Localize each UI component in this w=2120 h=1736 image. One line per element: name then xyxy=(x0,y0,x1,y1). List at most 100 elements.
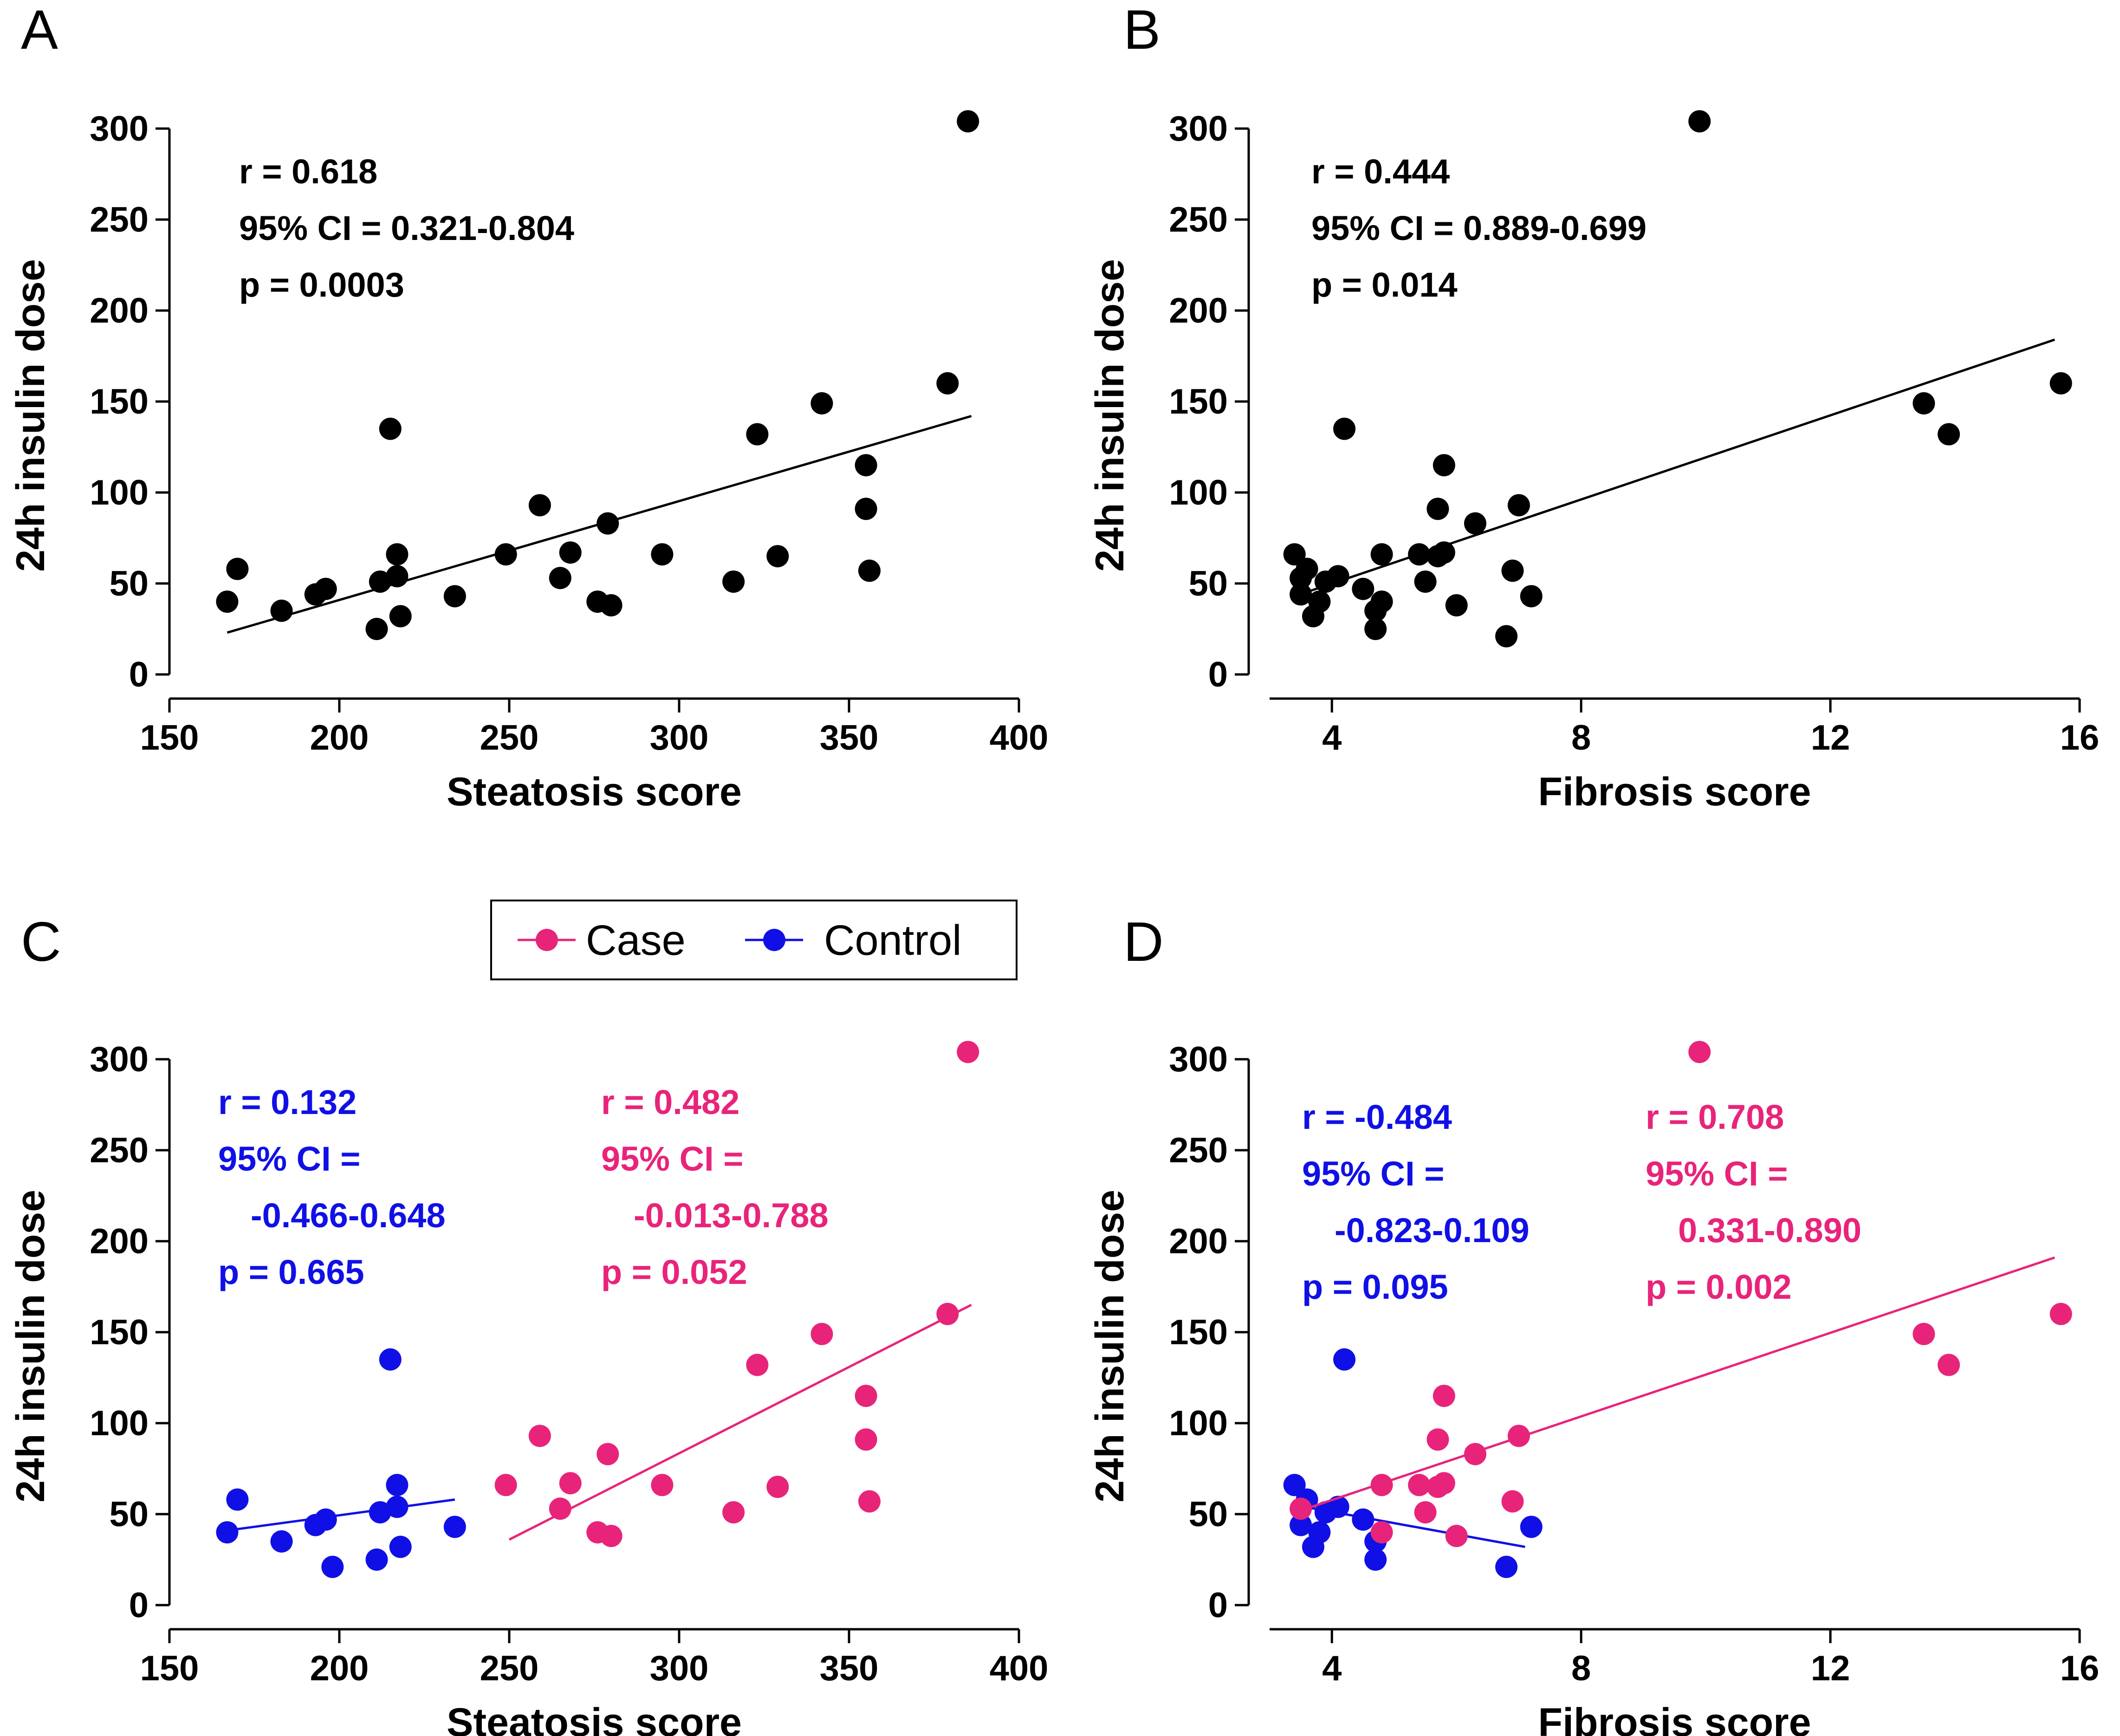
case-data-point xyxy=(1370,1521,1393,1544)
panel-letter-a: A xyxy=(21,0,58,61)
all-data-point xyxy=(766,545,789,568)
y-tick-label: 50 xyxy=(1188,1495,1228,1534)
all-data-point xyxy=(1433,454,1455,477)
all-data-point xyxy=(386,565,408,588)
panel-a-chart: 0 50 100 150 200 250 300 150 200 250 300 350 400 Stea… xyxy=(8,109,1048,814)
y-tick-label: 200 xyxy=(1169,1222,1228,1261)
y-tick-label: 100 xyxy=(90,1404,149,1443)
y-tick-label: 0 xyxy=(1208,655,1228,694)
case-data-point xyxy=(1445,1525,1468,1548)
all-data-point xyxy=(389,605,412,628)
case-data-point xyxy=(746,1354,769,1376)
all-data-point xyxy=(369,570,391,593)
case-data-point xyxy=(1688,1041,1711,1063)
case-data-point xyxy=(651,1474,674,1496)
legend-case-marker xyxy=(536,929,558,951)
x-tick-label: 4 xyxy=(1322,718,1342,758)
case-data-point xyxy=(1433,1472,1455,1495)
y-tick-label: 150 xyxy=(90,382,149,421)
case-data-point xyxy=(858,1490,881,1513)
all-data-point xyxy=(386,543,408,566)
all-data-point xyxy=(1308,590,1331,613)
x-tick-label: 12 xyxy=(1811,718,1850,758)
x-tick-label: 4 xyxy=(1322,1649,1342,1688)
y-tick-label: 150 xyxy=(1169,1313,1228,1352)
control-data-point xyxy=(443,1516,466,1538)
y-tick-label: 150 xyxy=(90,1313,149,1352)
control-data-point xyxy=(1308,1521,1331,1544)
case-data-point xyxy=(1426,1428,1449,1451)
x-axis-title: Steatosis score xyxy=(447,1700,742,1736)
all-data-point xyxy=(957,110,979,133)
case-data-point xyxy=(1913,1322,1935,1345)
case-data-point xyxy=(855,1428,877,1451)
y-tick-label: 0 xyxy=(129,655,149,694)
all-data-point xyxy=(1370,543,1393,566)
all-data-point xyxy=(1414,570,1437,593)
case-stat-text: r = 0.708 xyxy=(1646,1098,1784,1136)
all-data-point xyxy=(379,417,402,440)
x-tick-label: 200 xyxy=(310,1649,369,1688)
case-stat-text: -0.013-0.788 xyxy=(634,1196,829,1235)
all-data-point xyxy=(1408,543,1431,566)
case-stat-text: 0.331-0.890 xyxy=(1678,1211,1861,1250)
case-data-point xyxy=(855,1385,877,1407)
all-data-point xyxy=(494,543,517,566)
legend-control-marker xyxy=(763,929,785,951)
y-tick-label: 100 xyxy=(1169,1404,1228,1443)
y-tick-label: 100 xyxy=(1169,473,1228,512)
case-stat-text: 95% CI = xyxy=(1646,1154,1788,1193)
all-data-point xyxy=(651,543,674,566)
all-data-point xyxy=(1445,594,1468,617)
case-data-point xyxy=(936,1302,959,1325)
case-data-point xyxy=(1408,1474,1431,1496)
control-stat-text: p = 0.095 xyxy=(1302,1268,1448,1306)
y-tick-label: 250 xyxy=(90,1131,149,1170)
y-axis-title: 24h insulin dose xyxy=(1088,259,1132,572)
all-data-point xyxy=(443,585,466,608)
all-data-point xyxy=(270,599,293,622)
case-data-point xyxy=(1414,1501,1437,1524)
y-tick-label: 50 xyxy=(1188,564,1228,603)
y-tick-label: 0 xyxy=(129,1586,149,1625)
control-data-point xyxy=(226,1488,249,1511)
all-data-point xyxy=(1495,625,1518,648)
all-data-point xyxy=(1333,417,1356,440)
all-data-point xyxy=(936,372,959,395)
control-stat-text: p = 0.665 xyxy=(218,1253,364,1291)
control-data-point xyxy=(1520,1516,1543,1538)
y-tick-label: 150 xyxy=(1169,382,1228,421)
x-tick-label: 350 xyxy=(820,1649,879,1688)
x-tick-label: 250 xyxy=(480,1649,539,1688)
control-data-point xyxy=(379,1348,402,1371)
control-data-point xyxy=(1283,1474,1306,1496)
legend-control-label: Control xyxy=(824,917,962,964)
control-data-point xyxy=(386,1474,408,1496)
all-data-point xyxy=(858,559,881,582)
panel-d-chart: 0 50 100 150 200 250 300 4 8 12 16 Fibrosis score 24… xyxy=(1088,1040,2099,1736)
all-data-point xyxy=(1688,110,1711,133)
all-data-point xyxy=(746,423,769,446)
legend: Case Control xyxy=(490,900,1018,980)
x-tick-label: 400 xyxy=(990,718,1049,758)
y-tick-label: 250 xyxy=(1169,200,1228,240)
control-data-point xyxy=(216,1521,239,1544)
control-stat-text: 95% CI = xyxy=(1302,1154,1444,1193)
all-data-point xyxy=(810,392,833,415)
y-axis-title: 24h insulin dose xyxy=(8,259,53,572)
all-data-point xyxy=(1426,498,1449,520)
x-axis-title: Steatosis score xyxy=(447,770,742,814)
case-data-point xyxy=(494,1474,517,1496)
x-tick-label: 400 xyxy=(990,1649,1049,1688)
control-data-point xyxy=(1327,1496,1349,1518)
case-data-point xyxy=(528,1425,551,1447)
case-data-point xyxy=(1501,1490,1524,1513)
all-data-point xyxy=(216,590,239,613)
control-data-point xyxy=(1352,1508,1374,1531)
case-data-point xyxy=(1938,1354,1960,1376)
control-stat-text: r = -0.484 xyxy=(1302,1098,1452,1136)
x-axis-title: Fibrosis score xyxy=(1538,1700,1811,1736)
y-tick-label: 250 xyxy=(1169,1131,1228,1170)
all-data-point xyxy=(1501,559,1524,582)
